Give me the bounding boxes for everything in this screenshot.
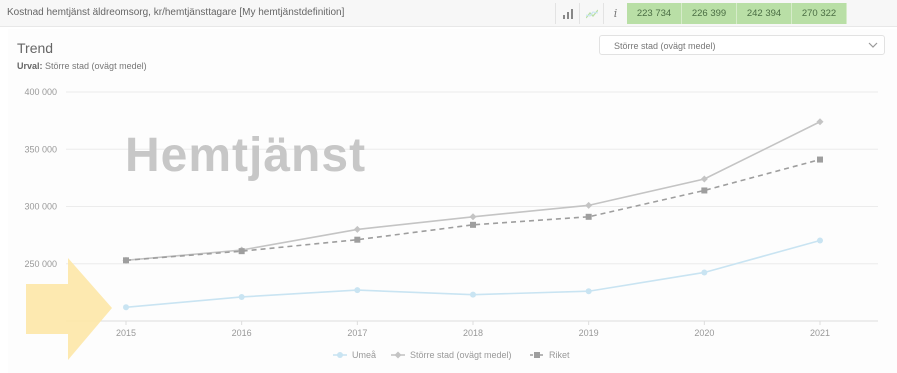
x-tick-label: 2017 bbox=[347, 328, 367, 338]
urval-line: Urval: Större stad (ovägt medel) bbox=[17, 61, 147, 71]
watermark: Hemtjänst bbox=[125, 129, 367, 182]
x-tick-label: 2020 bbox=[694, 328, 714, 338]
legend-marker bbox=[394, 351, 402, 359]
data-point bbox=[353, 225, 361, 233]
data-point bbox=[585, 201, 593, 209]
data-point bbox=[817, 156, 823, 163]
data-point bbox=[123, 257, 129, 264]
arrow-icon bbox=[26, 258, 112, 360]
x-tick-label: 2021 bbox=[810, 328, 830, 338]
data-point bbox=[469, 213, 477, 221]
info-icon: i bbox=[613, 7, 618, 20]
data-point bbox=[470, 291, 476, 298]
data-point bbox=[700, 175, 708, 183]
legend-label: Riket bbox=[549, 350, 570, 360]
data-point bbox=[816, 118, 824, 126]
trend-title: Trend bbox=[17, 40, 54, 56]
comparison-select-value: Större stad (ovägt medel) bbox=[614, 41, 716, 51]
info-button[interactable]: i bbox=[603, 3, 627, 24]
top-bar: Kostnad hemtjänst äldreomsorg, kr/hemtjä… bbox=[0, 0, 897, 27]
chevron-down-icon bbox=[868, 42, 878, 48]
comparison-select[interactable]: Större stad (ovägt medel) bbox=[599, 35, 885, 55]
trend-panel bbox=[8, 29, 897, 373]
value-cell: 223 734 bbox=[627, 3, 682, 24]
data-point bbox=[817, 237, 823, 244]
y-tick-label: 250 000 bbox=[24, 259, 57, 269]
value-cell: 242 394 bbox=[737, 3, 792, 24]
line-chart-icon bbox=[585, 9, 598, 18]
y-tick-label: 400 000 bbox=[24, 87, 57, 97]
x-tick-label: 2019 bbox=[579, 328, 599, 338]
data-point bbox=[701, 187, 708, 194]
urval-label: Urval: bbox=[17, 61, 43, 71]
value-cell: 270 322 bbox=[792, 3, 847, 24]
legend-label: Större stad (ovägt medel) bbox=[410, 350, 512, 360]
bar-chart-icon bbox=[562, 8, 573, 19]
y-tick-label: 300 000 bbox=[24, 202, 57, 212]
kpi-title: Kostnad hemtjänst äldreomsorg, kr/hemtjä… bbox=[7, 7, 345, 18]
line-chart-button[interactable] bbox=[579, 3, 603, 24]
data-point bbox=[123, 304, 129, 311]
x-tick-label: 2018 bbox=[463, 328, 483, 338]
y-tick-label: 350 000 bbox=[24, 144, 57, 154]
legend-label: Umeå bbox=[352, 350, 376, 360]
data-point bbox=[354, 236, 361, 243]
data-point bbox=[585, 213, 592, 220]
urval-value: Större stad (ovägt medel) bbox=[45, 61, 147, 71]
bar-chart-button[interactable] bbox=[555, 3, 579, 24]
data-point bbox=[701, 269, 708, 276]
data-point bbox=[238, 248, 245, 255]
data-point bbox=[354, 287, 361, 294]
data-point bbox=[470, 221, 476, 228]
data-point bbox=[585, 288, 592, 295]
x-tick-label: 2016 bbox=[232, 328, 252, 338]
value-cell: 226 399 bbox=[682, 3, 737, 24]
legend-marker bbox=[337, 352, 343, 358]
x-tick-label: 2015 bbox=[116, 328, 136, 338]
legend-marker bbox=[534, 352, 540, 358]
data-point bbox=[238, 293, 245, 300]
